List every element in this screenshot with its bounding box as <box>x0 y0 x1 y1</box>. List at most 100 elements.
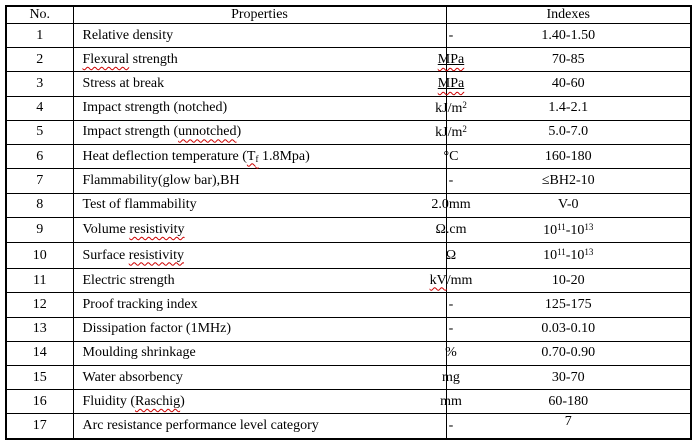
text-segment: Test of flammability <box>82 197 197 213</box>
text-segment: - <box>448 172 454 188</box>
row-number-cell: 8 <box>5 192 74 218</box>
property-unit: - <box>384 418 519 434</box>
table-row: 1 Relative density - 1.40-1.50 <box>5 22 692 49</box>
property-unit: % <box>384 345 519 361</box>
text-segment: ) <box>236 124 242 140</box>
table-row: 8 Test of flammability 2.0mm V-0 <box>5 192 692 218</box>
property-cell: Arc resistance performance level categor… <box>72 413 453 440</box>
property-cell-wrap: Flexural strength MPa <box>74 51 465 68</box>
text-segment: - <box>448 321 454 337</box>
property-name: Impact strength (unnotched) <box>74 124 242 140</box>
property-cell-wrap: Stress at break MPa <box>74 76 465 92</box>
property-cell: Water absorbency mg <box>72 364 460 391</box>
property-cell-wrap: Proof tracking index - <box>74 297 454 313</box>
row-number-cell: 2 <box>5 47 74 73</box>
text-segment: f <box>255 153 259 164</box>
table-body: 1 Relative density -1.40-1.50 2 Flexural str… <box>5 22 692 440</box>
index-cell: 1.4-2.1 <box>445 95 692 121</box>
property-cell-wrap: Impact strength (unnotched) kJ/m2 <box>74 124 467 140</box>
property-cell-wrap: Flammability(glow bar),BH - <box>74 173 454 189</box>
text-segment: °C <box>443 148 459 164</box>
property-name: Proof tracking index <box>74 297 198 313</box>
text-segment: T <box>246 148 256 164</box>
table-row: 4 Impact strength (notched) kJ/m2 1.4-2.1 <box>5 95 692 121</box>
table-row: 9 Volume resistivity Ω.cm 1011-1013 <box>5 216 692 244</box>
property-name: Moulding shrinkage <box>74 345 196 361</box>
property-cell-wrap: Test of flammability 2.0mm <box>74 197 471 213</box>
property-name: Water absorbency <box>74 370 183 386</box>
row-number-cell: 4 <box>5 95 74 121</box>
property-cell-wrap: Volume resistivity Ω.cm <box>74 222 467 238</box>
text-segment: kJ/m <box>435 125 463 141</box>
property-unit: MPa <box>384 76 519 92</box>
text-segment: 30-70 <box>551 369 585 385</box>
index-cell: 0.03-0.10 <box>445 316 692 342</box>
property-name: Fluidity (Raschig) <box>74 394 185 410</box>
header-properties: Properties <box>72 5 447 24</box>
row-number-cell: 11 <box>5 268 74 294</box>
property-name: Surface resistivity <box>74 248 185 264</box>
property-cell: Heat deflection temperature (Tf 1.8Mpa) °… <box>72 144 458 170</box>
index-cell: 60-180 <box>445 389 692 415</box>
text-segment: 11 <box>557 221 566 232</box>
underlined-text: MPa <box>438 52 464 67</box>
property-cell: Relative density - <box>72 22 453 49</box>
property-name: Impact strength (notched) <box>74 100 228 116</box>
text-segment: resistivity <box>128 247 184 263</box>
text-segment: Stress at break <box>82 76 165 92</box>
row-number-cell: 9 <box>5 216 74 244</box>
text-segment: 13 <box>584 221 594 232</box>
property-cell: Moulding shrinkage% <box>72 340 457 366</box>
text-segment: Moulding shrinkage <box>82 345 196 361</box>
property-unit: °C <box>384 149 519 165</box>
table-row: 12 Proof tracking index - 125-175 <box>5 292 692 318</box>
text-segment: 5.0-7.0 <box>548 124 589 140</box>
property-cell-wrap: Water absorbency mg <box>74 370 460 386</box>
property-unit: Ω.cm <box>384 222 519 238</box>
row-number-cell: 3 <box>5 71 74 97</box>
table-header-row: No. Properties Indexes <box>5 5 692 24</box>
text-segment: Electric strength <box>82 272 175 288</box>
index-cell: ≤BH2-10 <box>445 168 692 194</box>
table-row: 14 Moulding shrinkage% 0.70-0.90 <box>5 340 692 366</box>
property-cell: Proof tracking index - <box>72 292 454 318</box>
text-segment: Ω <box>445 247 457 263</box>
text-segment: ) <box>180 393 185 409</box>
text-segment: 7 <box>564 414 572 430</box>
row-number-cell: 12 <box>5 292 74 318</box>
text-segment: strength <box>129 51 178 67</box>
text-segment: -10 <box>565 248 585 264</box>
text-segment: Dissipation factor (1MHz) <box>82 321 232 337</box>
text-segment: Relative density <box>82 27 174 43</box>
text-segment: Impact strength (notched) <box>82 100 228 116</box>
text-segment: - <box>448 296 454 312</box>
property-cell: Impact strength (notched) kJ/m2 <box>72 95 467 121</box>
text-segment: 2 <box>462 100 467 111</box>
text-segment: MPa <box>437 51 465 67</box>
text-segment: 1.8Mpa) <box>258 148 310 164</box>
text-segment: 2.0mm <box>431 197 471 213</box>
row-number-cell: 15 <box>5 364 74 391</box>
property-cell-wrap: Fluidity (Raschig) mm <box>74 394 462 410</box>
property-cell: Electric strength kV/mm <box>72 268 472 294</box>
index-cell: 1011-1013 <box>445 242 692 270</box>
property-name: Relative density <box>74 28 174 44</box>
text-segment: kJ/m <box>435 101 463 117</box>
text-segment: % <box>445 345 457 361</box>
property-unit: mm <box>384 394 519 410</box>
text-segment: 1.4-2.1 <box>548 100 589 116</box>
table-row: 3 Stress at break MPa 40-60 <box>5 71 692 97</box>
row-number-cell: 10 <box>5 242 74 270</box>
table-row: 10 Surface resistivity Ω 1011-1013 <box>5 242 692 270</box>
row-number-cell: 13 <box>5 316 74 342</box>
properties-table: No. Properties Indexes 1 Relative density… <box>5 5 692 440</box>
text-segment: -10 <box>565 222 585 238</box>
property-unit: - <box>384 321 519 337</box>
text-segment: Volume <box>82 222 130 238</box>
text-segment: Impact strength ( <box>82 124 179 140</box>
text-segment: 11 <box>557 247 566 258</box>
property-name: Dissipation factor (1MHz) <box>74 321 232 337</box>
index-cell: 5.0-7.0 <box>445 119 692 146</box>
index-cell: 7 <box>445 413 692 440</box>
